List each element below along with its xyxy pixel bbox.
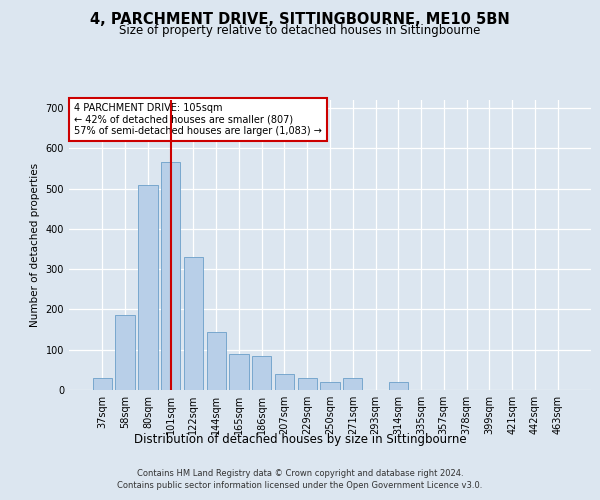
Text: 4, PARCHMENT DRIVE, SITTINGBOURNE, ME10 5BN: 4, PARCHMENT DRIVE, SITTINGBOURNE, ME10 …	[90, 12, 510, 28]
Bar	[161, 162, 181, 390]
Text: Contains HM Land Registry data © Crown copyright and database right 2024.
Contai: Contains HM Land Registry data © Crown c…	[118, 468, 482, 490]
Bar	[184, 257, 203, 390]
Bar	[343, 378, 362, 390]
Bar	[138, 184, 158, 390]
Text: Size of property relative to detached houses in Sittingbourne: Size of property relative to detached ho…	[119, 24, 481, 37]
Text: 4 PARCHMENT DRIVE: 105sqm
← 42% of detached houses are smaller (807)
57% of semi: 4 PARCHMENT DRIVE: 105sqm ← 42% of detac…	[74, 103, 322, 136]
Bar	[93, 378, 112, 390]
Bar	[206, 332, 226, 390]
Bar	[252, 356, 271, 390]
Bar	[115, 316, 135, 390]
Y-axis label: Number of detached properties: Number of detached properties	[30, 163, 40, 327]
Bar	[389, 382, 408, 390]
Bar	[229, 354, 248, 390]
Bar	[275, 374, 294, 390]
Text: Distribution of detached houses by size in Sittingbourne: Distribution of detached houses by size …	[134, 432, 466, 446]
Bar	[320, 382, 340, 390]
Bar	[298, 378, 317, 390]
